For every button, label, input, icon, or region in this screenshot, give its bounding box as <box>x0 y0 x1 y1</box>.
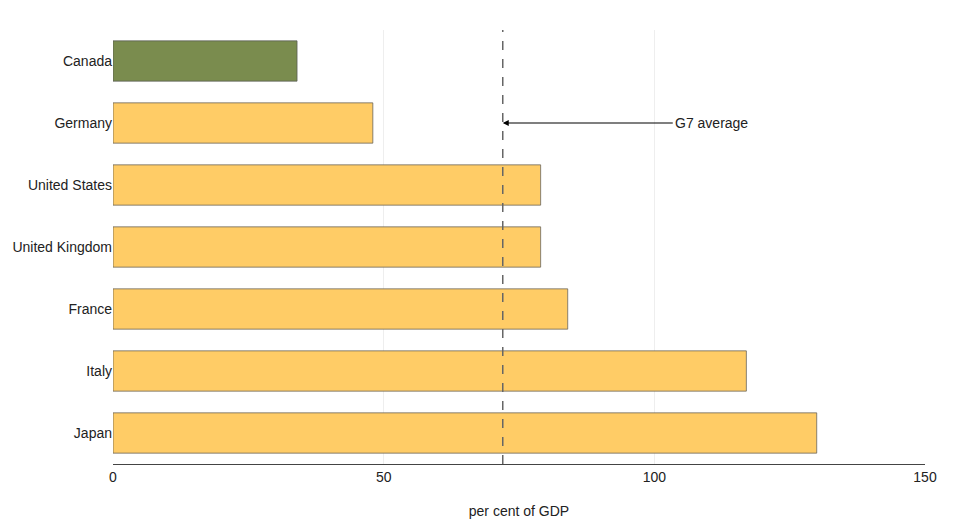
svg-text:G7 average: G7 average <box>675 115 748 131</box>
svg-text:per cent of GDP: per cent of GDP <box>469 503 569 519</box>
svg-text:50: 50 <box>376 469 392 485</box>
svg-text:Germany: Germany <box>54 115 112 131</box>
svg-text:Canada: Canada <box>63 53 112 69</box>
svg-text:0: 0 <box>109 469 117 485</box>
svg-text:France: France <box>68 301 112 317</box>
svg-text:150: 150 <box>913 469 937 485</box>
svg-text:United Kingdom: United Kingdom <box>12 239 112 255</box>
svg-text:United States: United States <box>28 177 112 193</box>
svg-text:100: 100 <box>643 469 667 485</box>
svg-text:Italy: Italy <box>86 363 112 379</box>
svg-text:Japan: Japan <box>74 425 112 441</box>
